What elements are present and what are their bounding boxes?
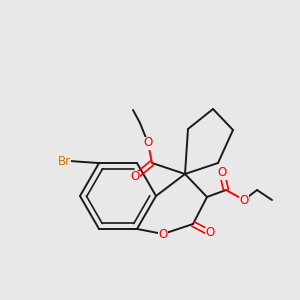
Text: O: O: [218, 167, 226, 179]
Text: Br: Br: [58, 154, 71, 168]
Text: O: O: [130, 170, 140, 184]
Text: O: O: [206, 226, 214, 239]
Text: O: O: [158, 227, 168, 241]
Text: O: O: [143, 136, 153, 149]
Text: O: O: [239, 194, 249, 206]
